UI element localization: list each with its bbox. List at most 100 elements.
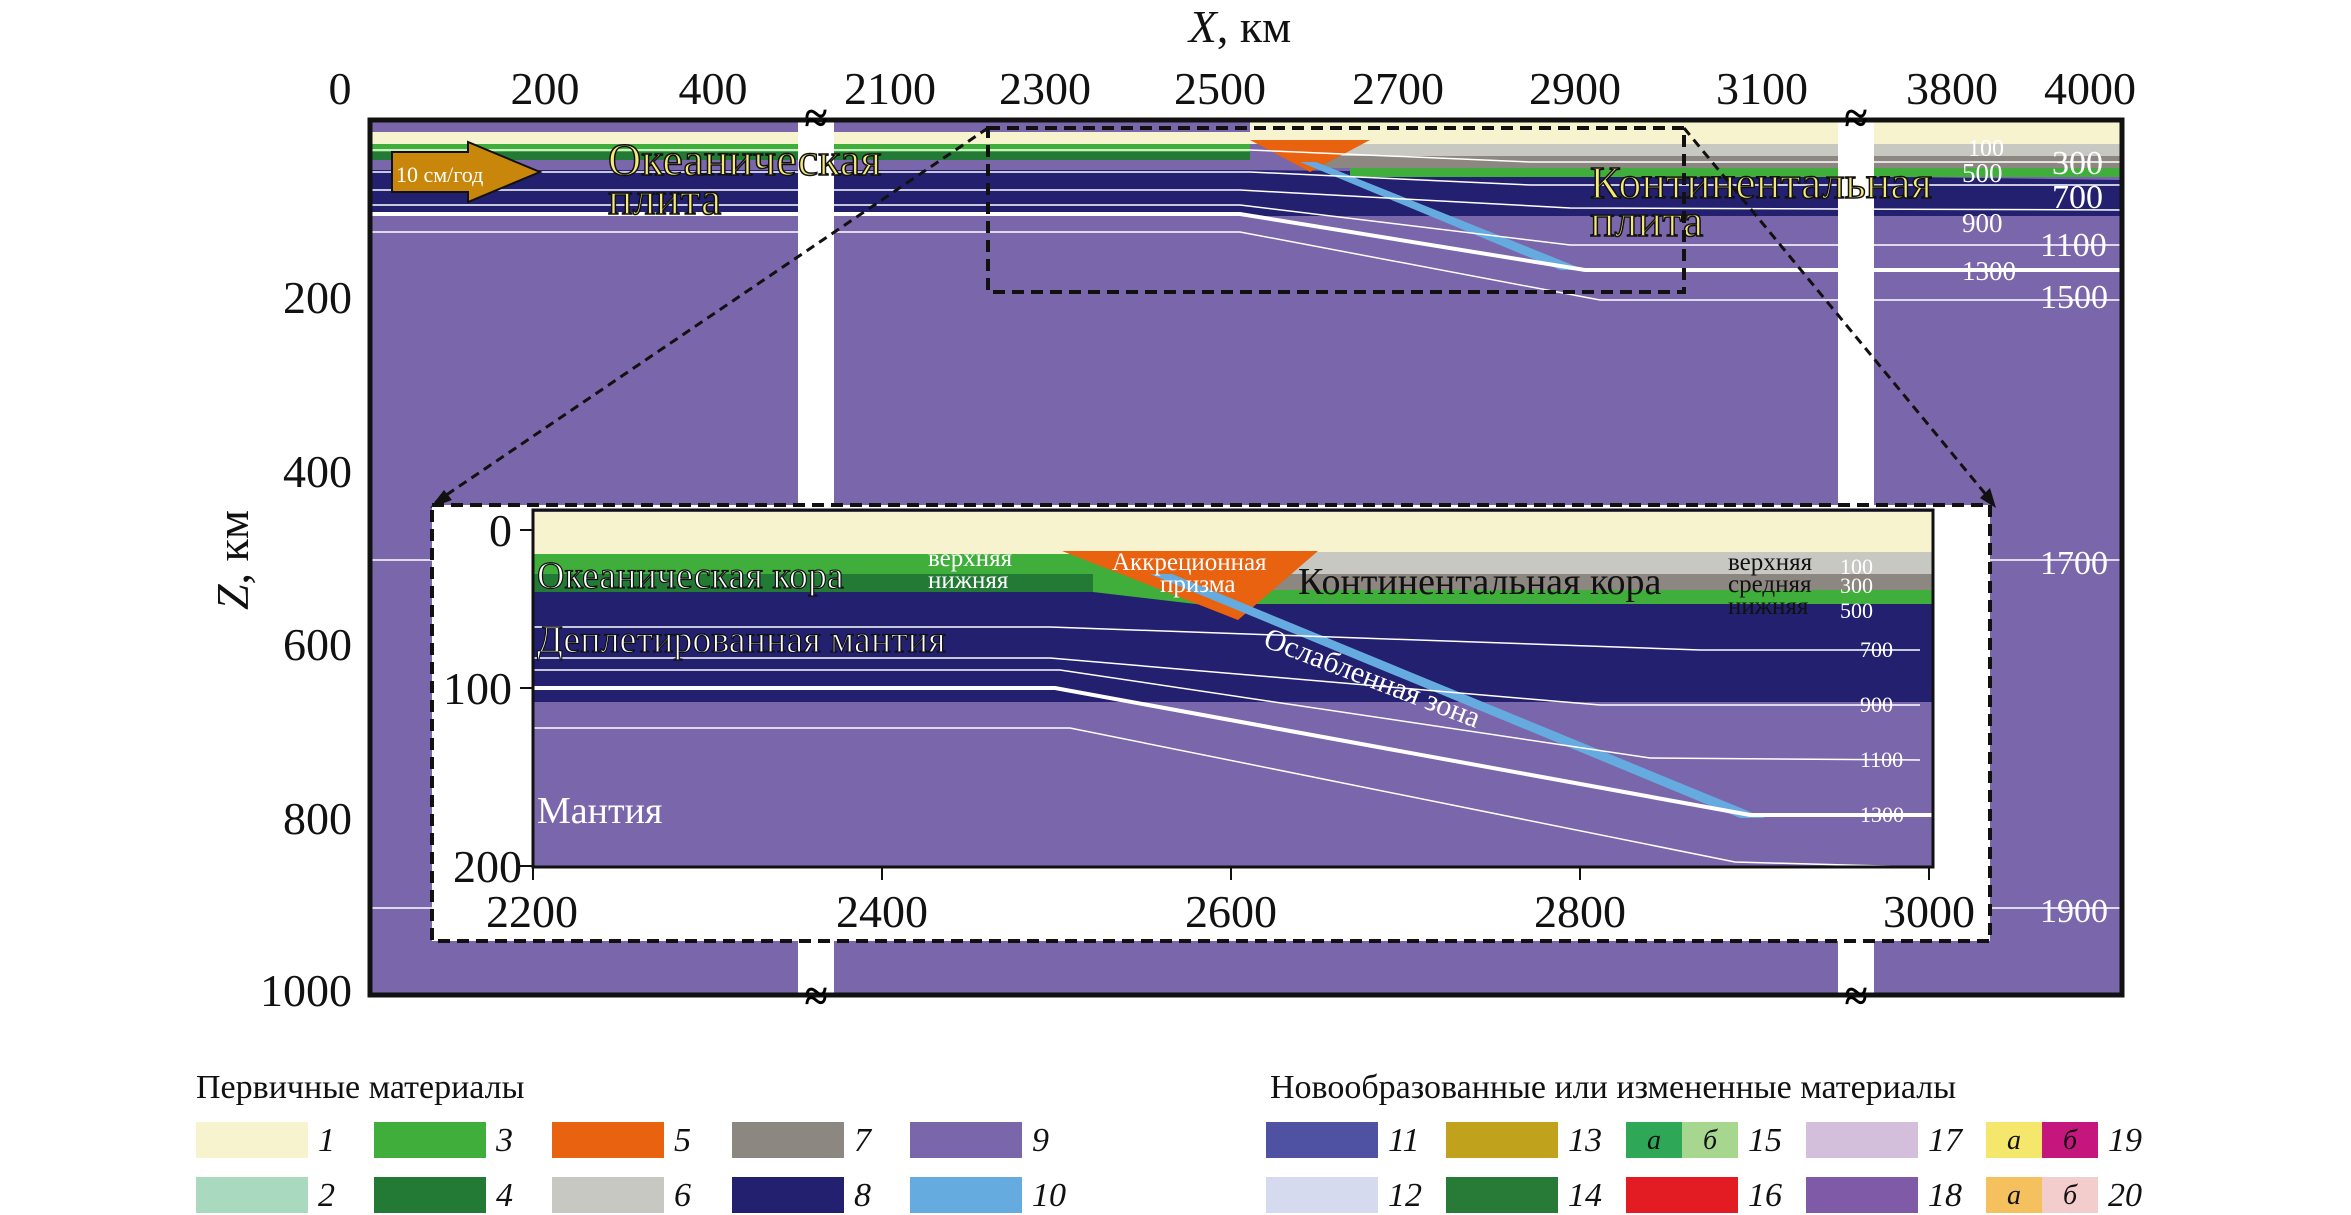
continental-crust-label: Континентальная кора <box>1298 561 1662 603</box>
inset-oceanic-upper <box>533 554 1093 574</box>
accretion-prism <box>1250 140 1370 172</box>
z-axis-symbol: Z <box>207 584 258 610</box>
legend-number: 17 <box>1928 1122 1964 1159</box>
inset-isotherm-label: 500 <box>1840 598 1873 623</box>
inset-isotherms <box>533 626 1935 868</box>
inset-x-tick: 2600 <box>1185 886 1277 937</box>
main-plate-labels: Океаническая плита Континентальная плита <box>607 133 1933 247</box>
zoom-leaders <box>435 126 1994 504</box>
mantle-label: Мантия <box>537 790 662 832</box>
oceanic-crust-label: Океаническая кора <box>537 555 844 597</box>
x-tick: 4000 <box>2044 63 2136 114</box>
legend-item: 17 <box>1806 1122 1964 1159</box>
legend-number: 9 <box>1032 1122 1049 1159</box>
isotherm-label: 300 <box>2052 145 2103 182</box>
main-frame <box>367 117 2125 998</box>
accretion-prism-label-2: призма <box>1160 571 1236 598</box>
inset-panel <box>430 503 1992 943</box>
continental-crust-lower <box>1350 168 2122 177</box>
legend-swatch <box>1266 1122 1378 1158</box>
x-axis-ticks: 0 200 400 2100 2300 2500 2700 2900 3100 … <box>329 63 2137 114</box>
x-tick: 2900 <box>1529 63 1621 114</box>
inset-isotherm-label: 900 <box>1860 692 1893 717</box>
velocity-arrow: 10 см/год <box>391 140 543 204</box>
legend-swatch-a <box>1986 1177 2042 1213</box>
inset-small-labels: верхняя нижняя Аккреционная призма верхн… <box>928 545 1813 620</box>
legend-item: 9 <box>910 1122 1049 1159</box>
inset-continental-lower <box>1230 590 1933 604</box>
legend-swatch-b <box>1682 1122 1738 1158</box>
isotherm-label: 500 <box>1962 158 2003 188</box>
inset-sediments <box>533 512 1270 554</box>
main-isotherm-labels: 100 500 900 1300 <box>1962 136 2016 286</box>
z-tick: 600 <box>283 619 352 670</box>
legend-swatch <box>910 1177 1022 1213</box>
break-symbol-bottom-left: ≈ <box>804 974 827 1020</box>
isotherm-label: 900 <box>1962 208 2003 238</box>
legend-number: 3 <box>495 1122 513 1159</box>
legend-item: 14 <box>1446 1177 1602 1214</box>
inset-weak-zone <box>1150 574 1765 818</box>
main-isotherm-labels-right: 300 700 1100 1500 1700 1900 <box>2040 145 2108 930</box>
legend-swatch <box>1626 1177 1738 1213</box>
upper-oceanic-label: верхняя <box>928 545 1013 572</box>
legend-item: 18 <box>1806 1177 1962 1214</box>
legend-swatch-b <box>2042 1122 2098 1158</box>
lower-oceanic-label: нижняя <box>928 567 1009 594</box>
legend-number: 15 <box>1748 1122 1782 1159</box>
x-tick: 2500 <box>1174 63 1266 114</box>
legend-item: 16 <box>1626 1177 1782 1214</box>
isotherm-label: 1500 <box>2040 279 2108 316</box>
legend-number: 18 <box>1928 1177 1962 1214</box>
inset-x-tick: 3000 <box>1883 886 1975 937</box>
legend-number: 12 <box>1388 1177 1422 1214</box>
legend-new-title: Новообразованные или измененные материал… <box>1270 1069 1956 1106</box>
isotherm-label: 1900 <box>2040 893 2108 930</box>
legend-item: 1 <box>196 1122 335 1159</box>
x-axis-unit: , км <box>1217 1 1291 52</box>
legend-item: а б 15 <box>1626 1122 1782 1159</box>
legend-swatch <box>1806 1177 1918 1213</box>
z-axis-unit: , км <box>207 510 258 584</box>
continental-crust-middle <box>1300 144 2122 156</box>
legend-number: 6 <box>674 1177 691 1214</box>
legend-item: 7 <box>732 1122 873 1159</box>
legend-number: 4 <box>496 1177 513 1214</box>
legend-item: 2 <box>196 1177 335 1214</box>
legend-sublabel-b: б <box>2063 1180 2078 1211</box>
legend-number: 16 <box>1748 1177 1782 1214</box>
inset-isotherm-labels: 100 300 500 700 900 1100 1300 <box>1840 554 1904 827</box>
legend-item: 5 <box>552 1122 691 1159</box>
legend-number: 11 <box>1388 1122 1419 1159</box>
legend-swatch <box>374 1177 486 1213</box>
legend-item: 6 <box>552 1177 691 1214</box>
inset-isotherm-label: 1300 <box>1860 802 1904 827</box>
legend-number: 2 <box>318 1177 335 1214</box>
middle-continental-label: средняя <box>1728 571 1812 598</box>
inset-z-tick: 0 <box>489 505 512 556</box>
x-tick: 200 <box>511 63 580 114</box>
inset-continental-lower-grey <box>1210 574 1933 590</box>
inset-tick-marks <box>520 529 1930 880</box>
legend-number: 7 <box>854 1122 873 1159</box>
z-tick: 200 <box>283 272 352 323</box>
x-tick: 3800 <box>1906 63 1998 114</box>
isotherm-label: 1700 <box>2040 545 2108 582</box>
legend-number: 8 <box>854 1177 871 1214</box>
inset-x-tick: 2800 <box>1534 886 1626 937</box>
isotherm-label: 1100 <box>2040 227 2107 264</box>
depleted-mantle-label: Деплетированная мантия <box>537 619 946 661</box>
legend-number: 13 <box>1568 1122 1602 1159</box>
break-symbol-top-left: ≈ <box>804 96 827 142</box>
legend-number: 20 <box>2108 1177 2142 1214</box>
isotherm-label: 100 <box>1968 136 2004 162</box>
isotherm-label: 1300 <box>1962 256 2016 286</box>
legend-swatch-a <box>1986 1122 2042 1158</box>
inset-big-labels: Океаническая кора Континентальная кора Д… <box>536 554 1662 661</box>
continental-plate-label-2: плита <box>1590 195 1703 246</box>
legend-swatch <box>196 1177 308 1213</box>
legend-sublabel-b: б <box>1703 1125 1718 1156</box>
inset-z-tick: 200 <box>453 841 522 892</box>
legend-swatch <box>1266 1177 1378 1213</box>
legend-item: 10 <box>910 1177 1066 1214</box>
